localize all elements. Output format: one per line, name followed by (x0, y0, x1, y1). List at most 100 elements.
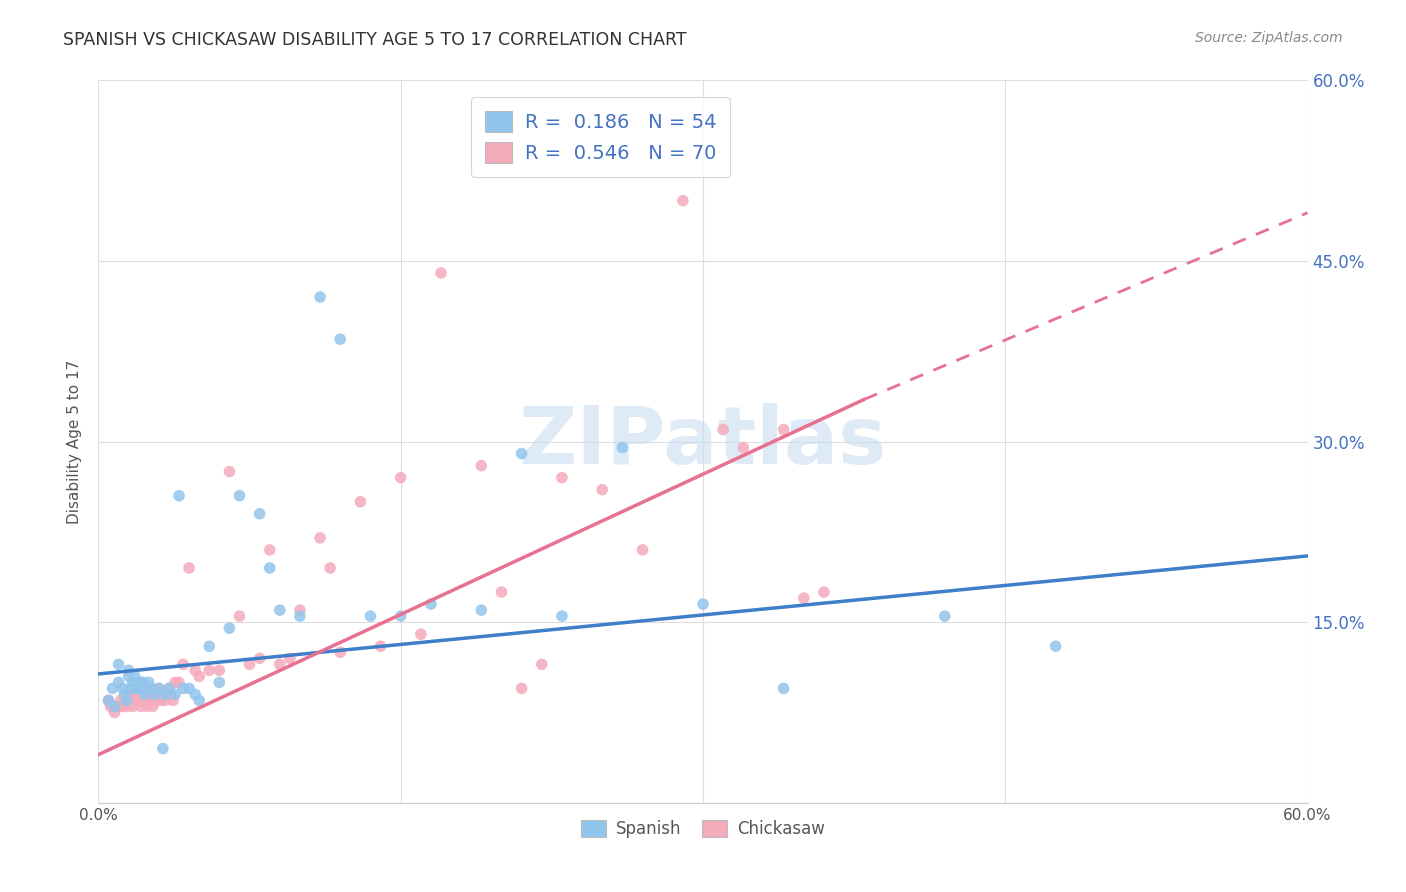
Point (793, 591, 815, 605)
Point (97, 693, 120, 707)
Legend: Spanish, Chickasaw: Spanish, Chickasaw (575, 814, 831, 845)
Point (121, 699, 143, 714)
Point (115, 699, 138, 714)
Point (134, 693, 156, 707)
Point (329, 332, 352, 346)
Point (105, 699, 128, 714)
Point (163, 675, 186, 690)
Point (129, 675, 152, 690)
Point (711, 422, 734, 436)
Point (259, 542, 281, 557)
Point (269, 603, 291, 617)
Point (143, 687, 166, 701)
Point (118, 693, 141, 707)
Point (249, 651, 271, 665)
Point (430, 266, 453, 280)
Point (370, 639, 392, 653)
Point (143, 693, 166, 707)
Point (103, 699, 125, 714)
Point (157, 681, 180, 696)
Point (101, 681, 124, 696)
Point (179, 561, 201, 575)
Point (172, 681, 194, 696)
Point (132, 693, 155, 707)
Point (156, 687, 179, 701)
Point (1045, 639, 1067, 653)
Point (125, 693, 148, 707)
Point (114, 687, 136, 701)
Point (188, 669, 211, 683)
Point (125, 681, 148, 696)
Point (121, 675, 143, 690)
Point (103, 706, 125, 720)
Point (420, 597, 443, 611)
Point (591, 483, 613, 497)
Point (612, 441, 634, 455)
Text: ZIPatlas: ZIPatlas (519, 402, 887, 481)
Point (288, 609, 311, 624)
Point (409, 627, 432, 641)
Point (309, 531, 332, 545)
Point (153, 687, 176, 701)
Point (138, 675, 160, 690)
Point (530, 657, 553, 672)
Point (278, 651, 301, 665)
Point (124, 681, 146, 696)
Point (228, 609, 250, 624)
Point (163, 687, 186, 701)
Point (132, 681, 155, 696)
Point (124, 669, 146, 683)
Point (934, 609, 956, 624)
Point (152, 687, 174, 701)
Point (139, 693, 162, 707)
Point (135, 699, 157, 714)
Point (97, 693, 120, 707)
Point (110, 693, 132, 707)
Y-axis label: Disability Age 5 to 17: Disability Age 5 to 17 (67, 359, 83, 524)
Point (228, 489, 250, 503)
Point (389, 609, 412, 624)
Point (218, 465, 240, 479)
Point (172, 657, 194, 672)
Text: Source: ZipAtlas.com: Source: ZipAtlas.com (1195, 31, 1343, 45)
Point (148, 681, 170, 696)
Point (389, 470, 412, 484)
Point (148, 681, 170, 696)
Point (772, 681, 794, 696)
Point (179, 681, 201, 696)
Point (118, 669, 141, 683)
Point (208, 675, 231, 690)
Point (132, 675, 155, 690)
Point (309, 290, 332, 304)
Point (120, 687, 142, 701)
Point (114, 693, 136, 707)
Point (153, 693, 176, 707)
Point (128, 681, 150, 696)
Point (111, 681, 134, 696)
Point (107, 657, 129, 672)
Point (107, 675, 129, 690)
Point (288, 603, 311, 617)
Point (188, 693, 211, 707)
Point (152, 741, 174, 756)
Text: SPANISH VS CHICKASAW DISABILITY AGE 5 TO 17 CORRELATION CHART: SPANISH VS CHICKASAW DISABILITY AGE 5 TO… (63, 31, 688, 49)
Point (162, 693, 184, 707)
Point (198, 664, 221, 678)
Point (733, 441, 755, 455)
Point (259, 561, 281, 575)
Point (124, 687, 146, 701)
Point (142, 699, 165, 714)
Point (239, 657, 262, 672)
Point (360, 609, 382, 624)
Point (551, 470, 574, 484)
Point (470, 458, 492, 473)
Point (146, 687, 169, 701)
Point (118, 664, 141, 678)
Point (115, 693, 138, 707)
Point (218, 621, 240, 635)
Point (107, 699, 129, 714)
Point (149, 693, 172, 707)
Point (138, 687, 160, 701)
Point (208, 664, 231, 678)
Point (249, 507, 271, 521)
